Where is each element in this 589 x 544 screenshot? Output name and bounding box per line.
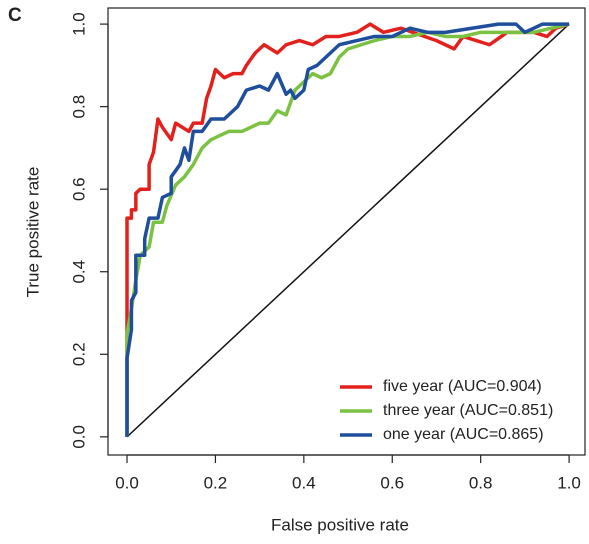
y-tick-label: 1.0	[69, 12, 88, 36]
x-tick-label: 0.8	[469, 473, 493, 492]
y-tick-label: 0.6	[69, 177, 88, 201]
y-tick-label: 0.4	[69, 260, 88, 284]
diagonal	[126, 23, 570, 438]
legend-label: five year (AUC=0.904)	[383, 378, 542, 395]
roc-line	[125, 22, 570, 437]
legend-label: one year (AUC=0.865)	[383, 426, 544, 443]
roc-line	[125, 22, 570, 437]
x-axis-label: False positive rate	[271, 515, 409, 534]
y-tick-label: 0.2	[69, 342, 88, 366]
y-tick-label: 0.0	[69, 425, 88, 449]
x-tick-label: 0.0	[115, 473, 139, 492]
y-axis-label: True positive rate	[23, 167, 42, 298]
y-tick-label: 0.8	[69, 95, 88, 119]
x-tick-label: 1.0	[557, 473, 581, 492]
legend-label: three year (AUC=0.851)	[383, 402, 553, 419]
x-tick-label: 0.2	[204, 473, 228, 492]
x-tick-label: 0.6	[380, 473, 404, 492]
panel-label: C	[8, 5, 22, 26]
x-tick-label: 0.4	[292, 473, 316, 492]
